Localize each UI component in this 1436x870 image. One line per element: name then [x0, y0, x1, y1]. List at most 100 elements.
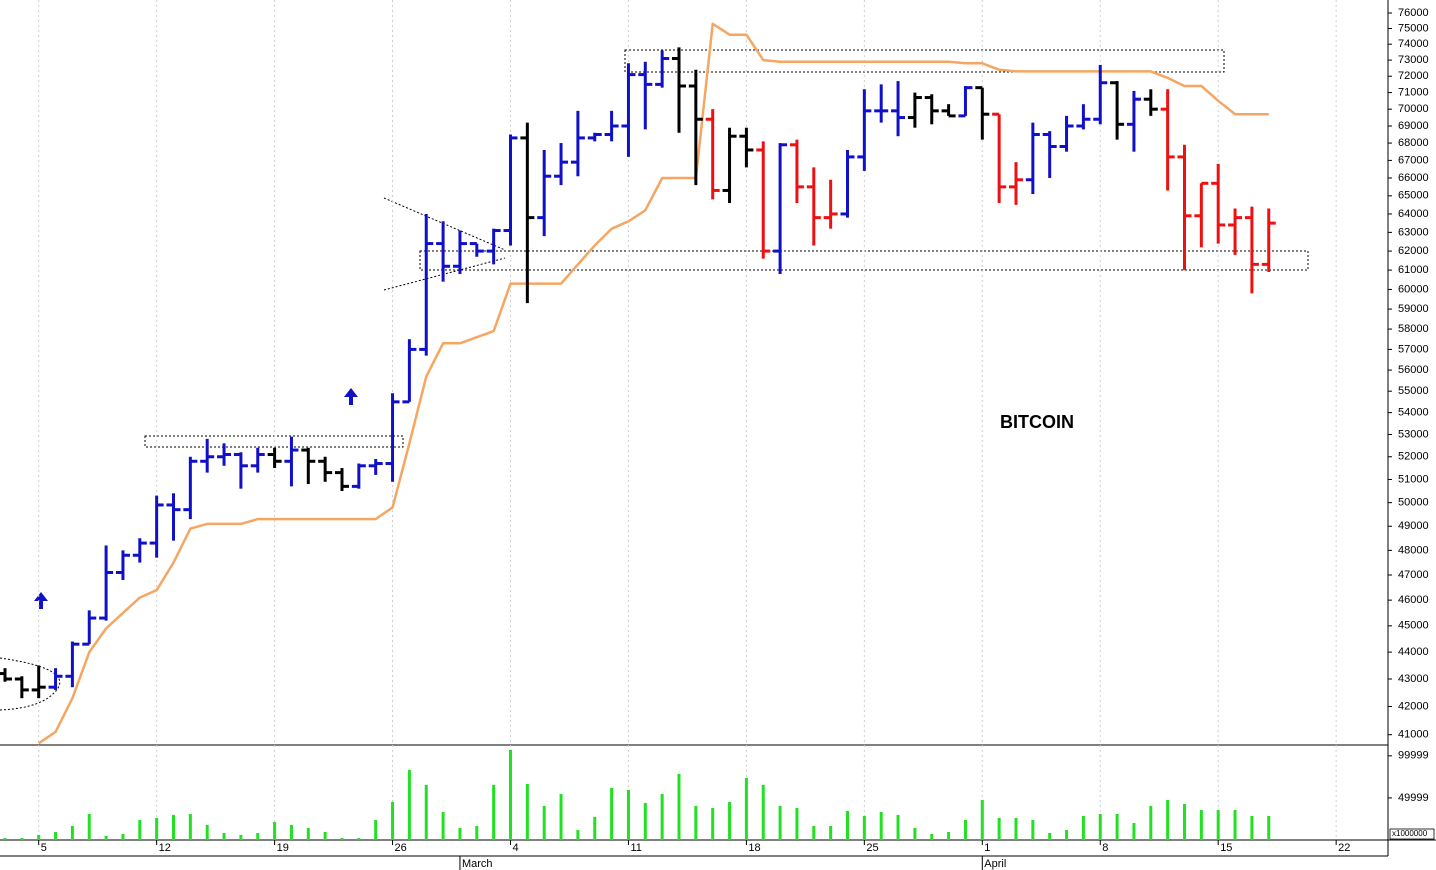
volume-tick-label: 49999	[1398, 792, 1429, 804]
y-tick-label: 67000	[1398, 154, 1429, 166]
volume-bar	[205, 824, 209, 840]
triangle-line	[383, 257, 506, 291]
volume-bar	[121, 834, 125, 840]
y-tick-label: 65000	[1398, 190, 1429, 202]
y-tick-label: 47000	[1398, 569, 1429, 581]
volume-bar	[70, 825, 74, 840]
y-tick-label: 75000	[1398, 22, 1429, 34]
y-tick-label: 42000	[1398, 700, 1429, 712]
y-tick-label: 73000	[1398, 54, 1429, 66]
volume-bar	[930, 834, 934, 840]
y-tick-label: 52000	[1398, 451, 1429, 463]
volume-bar	[87, 813, 91, 840]
volume-bar	[424, 784, 428, 840]
x-tick-label: 1	[984, 842, 990, 854]
volume-bar	[256, 833, 260, 840]
y-tick-label: 69000	[1398, 120, 1429, 132]
volume-bar	[896, 814, 900, 840]
y-tick-label: 51000	[1398, 473, 1429, 485]
volume-bar	[576, 829, 580, 840]
range-box	[144, 435, 404, 448]
y-tick-label: 68000	[1398, 137, 1429, 149]
volume-bar	[222, 833, 226, 840]
volume-bar	[306, 827, 310, 840]
volume-bar	[1166, 799, 1170, 840]
y-tick-label: 43000	[1398, 673, 1429, 685]
x-tick-label: 12	[159, 842, 171, 854]
volume-bar	[323, 832, 327, 840]
volume-bar	[812, 825, 816, 840]
volume-bar	[1216, 809, 1220, 840]
y-tick-label: 48000	[1398, 544, 1429, 556]
volume-bar	[1199, 809, 1203, 840]
volume-bar	[1233, 809, 1237, 840]
volume-bar	[711, 807, 715, 840]
volume-bar	[289, 824, 293, 840]
volume-bar	[1048, 833, 1052, 840]
volume-bar	[980, 799, 984, 840]
y-tick-label: 62000	[1398, 245, 1429, 257]
y-tick-label: 44000	[1398, 646, 1429, 658]
x-tick-label: 8	[1102, 842, 1108, 854]
volume-bar	[138, 819, 142, 840]
y-tick-label: 63000	[1398, 226, 1429, 238]
y-tick-label: 60000	[1398, 283, 1429, 295]
y-tick-label: 59000	[1398, 303, 1429, 315]
range-box	[624, 49, 1225, 73]
unit-box	[1389, 828, 1435, 840]
x-tick-label: 5	[41, 842, 47, 854]
y-tick-label: 50000	[1398, 497, 1429, 509]
volume-bar	[559, 793, 563, 840]
volume-bar	[374, 819, 378, 840]
volume-bar	[1149, 805, 1153, 840]
volume-bar	[879, 811, 883, 840]
volume-bar	[542, 805, 546, 840]
volume-bar	[1081, 815, 1085, 840]
volume-bar	[37, 834, 41, 840]
y-tick-label: 55000	[1398, 385, 1429, 397]
y-tick-label: 76000	[1398, 7, 1429, 19]
volume-bar	[1098, 813, 1102, 840]
volume-bar	[509, 749, 512, 840]
volume-bar	[407, 769, 411, 840]
y-tick-label: 45000	[1398, 620, 1429, 632]
volume-bar	[1065, 829, 1069, 840]
volume-bar	[728, 801, 732, 840]
volume-bar	[239, 834, 243, 840]
volume-bar	[525, 783, 529, 840]
trailing-line	[37, 22, 1269, 745]
y-tick-label: 54000	[1398, 407, 1429, 419]
volume-bar	[761, 784, 765, 840]
y-tick-label: 46000	[1398, 594, 1429, 606]
volume-bar	[610, 787, 614, 840]
volume-unit: x1000000	[1392, 829, 1428, 838]
volume-bar	[3, 837, 7, 840]
volume-bar	[20, 837, 24, 840]
volume-bar	[273, 821, 277, 840]
volume-bar	[492, 784, 496, 840]
month-label: April	[984, 858, 1006, 870]
volume-bar	[475, 825, 479, 840]
y-tick-label: 56000	[1398, 364, 1429, 376]
y-tick-label: 61000	[1398, 264, 1429, 276]
x-tick-label: 26	[395, 842, 407, 854]
volume-bar	[677, 773, 681, 840]
x-tick-label: 22	[1338, 842, 1350, 854]
volume-bar	[104, 835, 108, 840]
x-tick-label: 18	[748, 842, 760, 854]
volume-bar	[947, 832, 951, 840]
volume-bar	[391, 801, 395, 840]
volume-bar	[1014, 817, 1018, 840]
y-tick-label: 41000	[1398, 729, 1429, 741]
month-label: March	[462, 858, 493, 870]
y-tick-label: 49000	[1398, 520, 1429, 532]
y-tick-label: 64000	[1398, 208, 1429, 220]
volume-bar	[357, 837, 361, 840]
volume-bar	[694, 805, 698, 840]
volume-bar	[340, 837, 344, 840]
volume-bar	[862, 815, 866, 840]
x-tick-label: 11	[630, 842, 641, 854]
